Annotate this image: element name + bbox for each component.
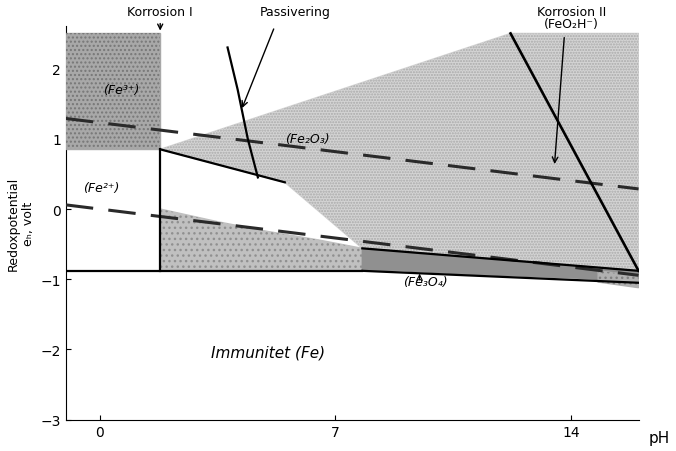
Polygon shape: [66, 210, 362, 271]
Text: (Fe²⁺): (Fe²⁺): [82, 182, 119, 195]
Y-axis label: Redoxpotential
eₕ, volt: Redoxpotential eₕ, volt: [7, 176, 35, 271]
Text: (Fe₃O₄): (Fe₃O₄): [403, 275, 448, 288]
Text: Passivering: Passivering: [260, 6, 331, 19]
Text: (FeO₂H⁻): (FeO₂H⁻): [544, 18, 599, 31]
Text: (Fe₂O₃): (Fe₂O₃): [285, 133, 329, 146]
Text: pH: pH: [649, 430, 670, 445]
Text: (Fe³⁺): (Fe³⁺): [103, 84, 139, 97]
Polygon shape: [160, 34, 639, 271]
Text: Korrosion II: Korrosion II: [537, 6, 606, 19]
Text: Korrosion I: Korrosion I: [127, 6, 193, 30]
Polygon shape: [66, 34, 160, 150]
Polygon shape: [598, 271, 639, 288]
Polygon shape: [362, 249, 639, 283]
Text: Immunitet (Fe): Immunitet (Fe): [211, 345, 325, 360]
